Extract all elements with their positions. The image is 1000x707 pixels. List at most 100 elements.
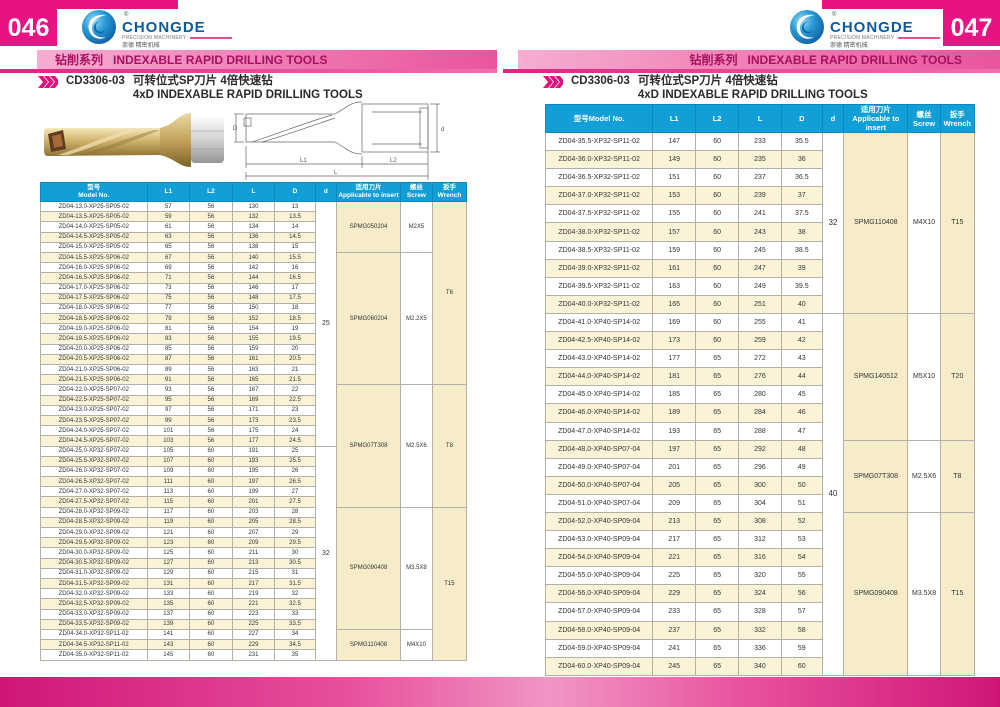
cell-value: 209 bbox=[231, 537, 276, 549]
table-row: ZD04-20.5-XP25-SP06-02 87 56 161 20.5 bbox=[40, 353, 467, 366]
cell-value: 185 bbox=[652, 385, 697, 405]
cell-value: 141 bbox=[146, 628, 191, 641]
cell-value: 215 bbox=[231, 567, 276, 579]
cell-value: 58 bbox=[780, 620, 823, 640]
cell-value: 229 bbox=[652, 584, 697, 604]
cell-value: 56 bbox=[189, 323, 233, 335]
cell-model: ZD04-23.5-XP25-SP07-02 bbox=[40, 414, 148, 427]
table-row: ZD04-39.0-XP32-SP11-02 161 60 247 39 bbox=[544, 258, 975, 278]
cell-value: 56 bbox=[189, 251, 233, 264]
cell-value: 276 bbox=[738, 367, 782, 387]
cell-value: 139 bbox=[146, 618, 191, 630]
cell-insert-group: SPMG07T308 bbox=[336, 384, 401, 508]
cell-value: 151 bbox=[652, 168, 697, 188]
cell-insert-group: SPMG090408 bbox=[336, 506, 401, 630]
cell-value: 213 bbox=[652, 511, 697, 532]
cell-screw-group: M4X10 bbox=[907, 132, 941, 314]
table-row: ZD04-51.0-XP40-SP07-04 209 65 304 51 bbox=[544, 493, 975, 513]
cell-value: 140 bbox=[231, 251, 276, 264]
cell-value: 243 bbox=[738, 222, 782, 242]
cell-wrench-group: T15 bbox=[939, 511, 976, 677]
cell-value: 60 bbox=[695, 276, 740, 296]
cell-value: 38 bbox=[780, 222, 823, 242]
cell-value: 138 bbox=[231, 241, 276, 253]
cell-value: 81 bbox=[146, 323, 191, 335]
cell-value: 13.5 bbox=[274, 211, 316, 223]
cell-value: 65 bbox=[695, 602, 740, 622]
cell-value: 197 bbox=[231, 476, 276, 488]
column-header: 扳手 Wrench bbox=[939, 104, 976, 133]
section-title-right: CD3306-03 可转位式SP刀片 4倍快速钻 4xD INDEXABLE R… bbox=[543, 74, 868, 103]
cell-value: 17.5 bbox=[274, 292, 316, 304]
cell-value: 60 bbox=[695, 186, 740, 206]
section-title-cn: 可转位式SP刀片 4倍快速钻 bbox=[132, 75, 273, 87]
cell-value: 89 bbox=[146, 363, 191, 376]
cell-value: 229 bbox=[231, 639, 276, 651]
cell-value: 23 bbox=[274, 404, 316, 416]
cell-value: 340 bbox=[738, 656, 782, 677]
table-row: ZD04-35.5-XP32-SP11-02 147 60 233 35.5 32 SPMG… bbox=[544, 131, 976, 314]
cell-value: 125 bbox=[146, 547, 191, 559]
cell-value: 65 bbox=[695, 584, 740, 604]
cell-value: 272 bbox=[738, 349, 782, 369]
cell-model: ZD04-46.0-XP40-SP14-02 bbox=[544, 403, 654, 423]
table-row: ZD04-39.5-XP32-SP11-02 163 60 249 39.5 bbox=[544, 276, 975, 296]
table-row: ZD04-34.5-XP32-SP11-02 143 60 229 34.5 bbox=[40, 639, 467, 651]
cell-value: 61 bbox=[146, 221, 191, 233]
cell-model: ZD04-18.5-XP25-SP06-02 bbox=[40, 313, 148, 325]
column-header: D bbox=[780, 104, 823, 133]
cell-value: 31.5 bbox=[274, 577, 316, 590]
cell-value: 65 bbox=[695, 457, 740, 477]
table-row: ZD04-57.0-XP40-SP09-04 233 65 328 57 bbox=[544, 602, 975, 622]
cell-value: 251 bbox=[738, 294, 782, 314]
cell-model: ZD04-20.0-XP25-SP06-02 bbox=[40, 343, 148, 355]
cell-value: 56 bbox=[189, 343, 233, 355]
cell-model: ZD04-31.0-XP32-SP09-02 bbox=[40, 567, 148, 579]
column-header: d bbox=[314, 182, 338, 202]
cell-value: 60 bbox=[189, 496, 233, 508]
table-row: ZD04-33.0-XP32-SP09-02 137 60 223 33 bbox=[40, 608, 467, 620]
cell-value: 56 bbox=[189, 200, 233, 213]
series-banner-en: INDEXABLE RAPID DRILLING TOOLS bbox=[747, 52, 962, 67]
cell-value: 21 bbox=[274, 363, 316, 376]
cell-value: 245 bbox=[738, 240, 782, 260]
brand-name-cn: 崇德 精密机械 bbox=[830, 42, 868, 49]
cell-model: ZD04-15.0-XP25-SP05-02 bbox=[40, 241, 148, 253]
corner-strip-right bbox=[822, 0, 1000, 9]
cell-value: 101 bbox=[146, 425, 191, 437]
cell-model: ZD04-23.0-XP25-SP07-02 bbox=[40, 404, 148, 416]
cell-value: 324 bbox=[738, 584, 782, 604]
cell-value: 328 bbox=[738, 602, 782, 622]
cell-screw-group: M2X5 bbox=[399, 201, 433, 253]
cell-value: 59 bbox=[146, 211, 191, 223]
cell-value: 38.5 bbox=[780, 240, 823, 260]
cell-value: 165 bbox=[652, 294, 697, 314]
cell-value: 147 bbox=[652, 131, 697, 152]
cell-value: 14.5 bbox=[274, 231, 316, 243]
cell-value: 91 bbox=[146, 374, 191, 386]
banner-underline-left bbox=[0, 69, 497, 73]
cell-value: 97 bbox=[146, 404, 191, 416]
cell-model: ZD04-32.0-XP32-SP09-02 bbox=[40, 588, 148, 600]
cell-value: 60 bbox=[189, 598, 233, 610]
cell-value: 221 bbox=[231, 598, 276, 610]
cell-value: 221 bbox=[652, 548, 697, 568]
cell-value: 18.5 bbox=[274, 313, 316, 325]
cell-wrench-group: T6 bbox=[431, 200, 468, 386]
cell-model: ZD04-52.0-XP40-SP09-04 bbox=[544, 511, 654, 532]
table-row: ZD04-40.0-XP32-SP11-02 165 60 251 40 bbox=[544, 294, 975, 314]
cell-value: 135 bbox=[146, 598, 191, 610]
cell-value: 28 bbox=[274, 506, 316, 518]
cell-value: 189 bbox=[652, 403, 697, 423]
cell-model: ZD04-25.0-XP32-SP07-02 bbox=[40, 445, 148, 457]
cell-value: 159 bbox=[652, 240, 697, 260]
page-number-left: 046 bbox=[0, 0, 57, 46]
cell-value: 55 bbox=[780, 566, 823, 586]
cell-value: 20.5 bbox=[274, 353, 316, 366]
cell-value: 145 bbox=[146, 649, 191, 661]
cell-model: ZD04-43.0-XP40-SP14-02 bbox=[544, 349, 654, 369]
cell-value: 56 bbox=[189, 333, 233, 345]
cell-model: ZD04-42.5-XP40-SP14-02 bbox=[544, 331, 654, 351]
brand-tagline: PRECISION MACHINERY bbox=[830, 34, 895, 41]
brand-globe-icon bbox=[790, 10, 824, 44]
